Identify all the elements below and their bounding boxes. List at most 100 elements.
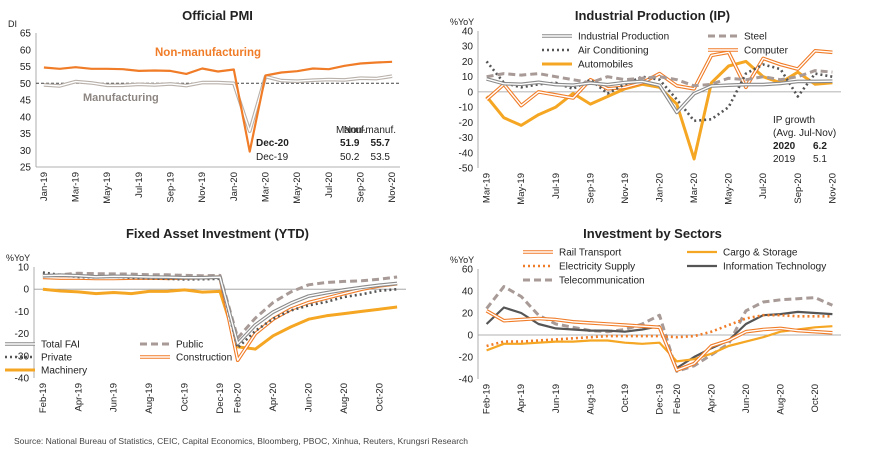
table-cell: 5.1: [813, 154, 827, 165]
table-cell: 53.5: [371, 152, 391, 163]
x-tick-label: Aug-20: [776, 384, 787, 415]
x-tick-label: Jul-20: [324, 172, 335, 198]
x-tick-label: Feb-19: [482, 384, 493, 414]
x-tick-label: Sep-20: [355, 172, 366, 203]
x-tick-label: May-19: [102, 172, 113, 204]
x-tick-label: Jul-19: [134, 172, 145, 198]
x-tick-label: Jul-19: [551, 173, 562, 199]
legend-label: Telecommunication: [559, 276, 645, 287]
y-tick-label: -20: [459, 118, 474, 129]
x-tick-label: Jun-19: [109, 383, 120, 412]
x-tick-label: Apr-20: [706, 384, 717, 413]
x-tick-label: Feb-19: [38, 383, 49, 413]
legend-label: Electricity Supply: [559, 262, 635, 273]
x-tick-label: Feb-20: [233, 383, 244, 413]
y-tick-label: 65: [20, 29, 32, 40]
y-tick-label: -10: [15, 307, 30, 318]
table-cell: Dec-19: [256, 152, 289, 163]
x-tick-label: Jan-20: [229, 172, 240, 201]
x-tick-label: Aug-19: [144, 383, 155, 414]
x-tick-label: Oct-19: [620, 384, 631, 413]
series-line-cargo-storage: [486, 325, 833, 363]
y-tick-label: -50: [459, 164, 474, 175]
table-cell: 6.2: [813, 141, 827, 152]
series-line-rail-transport-inner: [486, 310, 833, 371]
x-tick-label: Sep-19: [585, 173, 596, 204]
x-tick-label: Apr-19: [516, 384, 527, 413]
y-tick-label: 10: [18, 263, 30, 274]
x-tick-label: Jan-20: [655, 173, 666, 202]
y-tick-label: 40: [462, 287, 474, 298]
x-tick-label: Dec-19: [655, 384, 666, 415]
x-tick-label: Nov-19: [197, 172, 208, 203]
legend-label: Automobiles: [578, 60, 633, 71]
x-tick-label: Apr-20: [268, 383, 279, 412]
series-line-total-fai-inner: [42, 274, 398, 345]
chart-title: Investment by Sectors: [583, 226, 722, 241]
y-axis-label: %YoY: [6, 253, 30, 263]
investment-by-sectors-chart-svg: %YoY -40 -20 0 20 40 60 Feb-19 Apr-19 Jun-19 Aug-1…: [450, 248, 841, 415]
x-tick-label: Aug-20: [339, 383, 350, 414]
y-tick-label: 25: [20, 163, 32, 174]
y-tick-label: -20: [15, 329, 30, 340]
x-tick-label: Jun-19: [551, 384, 562, 413]
y-tick-label: 10: [462, 72, 474, 83]
legend-label: Private: [41, 353, 73, 364]
table-header: IP growth: [773, 115, 815, 126]
table-cell: Dec-20: [256, 138, 289, 149]
series-line-computer-inner: [486, 50, 833, 107]
x-tick-label: Oct-19: [180, 383, 191, 412]
table-cell: 50.2: [340, 152, 360, 163]
x-tick-label: Sep-20: [793, 173, 804, 204]
table-header: Non-manuf.: [344, 125, 396, 136]
fixed-asset-investment-chart-panel: Fixed Asset Investment (YTD) %YoY -40 -30-…: [0, 215, 435, 435]
y-tick-label: 0: [467, 87, 473, 98]
y-tick-label: 20: [462, 309, 474, 320]
x-tick-label: Oct-20: [374, 383, 385, 412]
table-header: Manuf.: [336, 125, 367, 136]
y-tick-label: -30: [459, 133, 474, 144]
x-tick-label: Nov-20: [827, 173, 838, 204]
series-label-non-manufacturing: Non-manufacturing: [155, 47, 261, 59]
y-axis-label: %YoY: [450, 255, 474, 265]
table-cell: 51.9: [340, 138, 360, 149]
legend-label: Cargo & Storage: [723, 248, 798, 259]
legend-label: Industrial Production: [578, 32, 669, 43]
y-tick-label: -40: [459, 375, 474, 386]
table-header: (Avg. Jul-Nov): [773, 128, 836, 139]
y-tick-label: 35: [20, 129, 32, 140]
table-cell: 2019: [773, 154, 796, 165]
x-tick-label: Oct-20: [810, 384, 821, 413]
legend-label: Rail Transport: [559, 248, 621, 259]
y-tick-label: 45: [20, 96, 32, 107]
y-tick-label: 0: [23, 285, 29, 296]
series-line-machinery: [42, 287, 398, 351]
series-line-air-conditioning: [485, 60, 833, 123]
chart-title: Official PMI: [182, 8, 253, 23]
x-tick-label: Jun-20: [741, 384, 752, 413]
x-tick-label: May-20: [724, 173, 735, 205]
legend-label: Public: [176, 340, 203, 351]
series-line-industrial-production-inner: [486, 78, 833, 114]
y-tick-label: -20: [459, 353, 474, 364]
y-tick-label: 30: [462, 42, 474, 53]
x-tick-label: Jul-20: [758, 173, 769, 199]
y-tick-label: 50: [20, 79, 32, 90]
pmi-chart-panel: Official PMI DI 25 30 35 40 45 50 55 60 65 Jan-19 M…: [0, 0, 435, 215]
x-tick-label: Nov-20: [387, 172, 398, 203]
x-tick-label: Dec-19: [215, 383, 226, 414]
x-tick-label: May-19: [516, 173, 527, 205]
x-tick-label: Feb-20: [672, 384, 683, 414]
y-axis-label: DI: [8, 19, 17, 29]
y-tick-label: -10: [459, 103, 474, 114]
chart-title: Fixed Asset Investment (YTD): [125, 226, 309, 241]
legend-label: Construction: [176, 353, 232, 364]
legend-label: Computer: [744, 46, 789, 57]
series-line-non-manufacturing: [43, 60, 393, 153]
table-cell: 55.7: [371, 138, 391, 149]
x-tick-label: Mar-19: [482, 173, 493, 203]
series-label-manufacturing: Manufacturing: [83, 92, 159, 104]
series-line-manufacturing-inner: [43, 75, 393, 132]
legend-label: Steel: [744, 32, 767, 43]
